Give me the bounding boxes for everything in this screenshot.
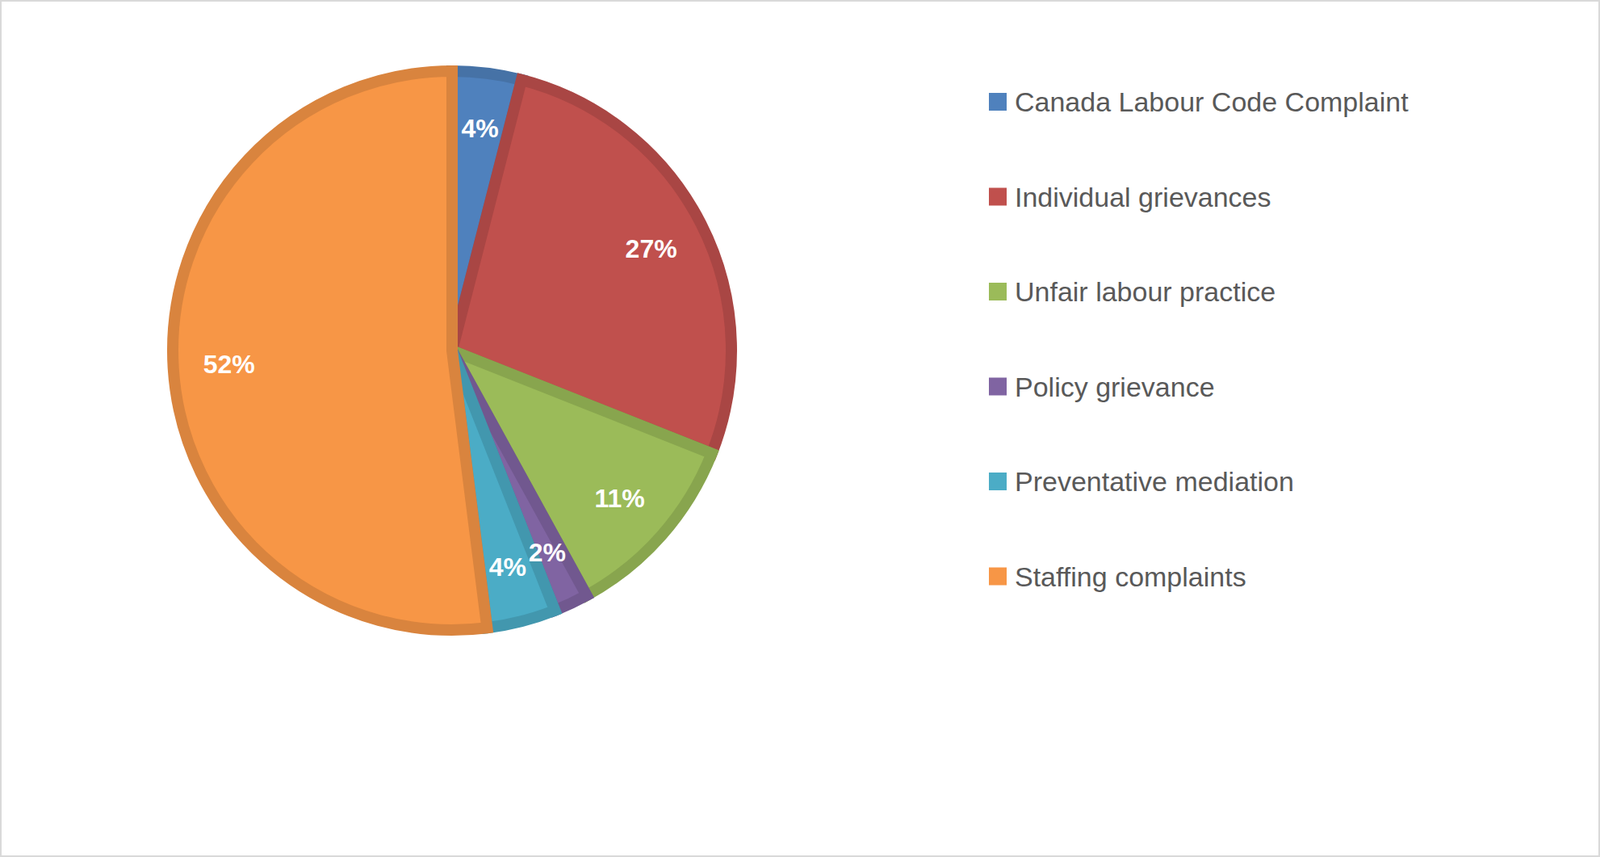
legend: Canada Labour Code Complaint Individual g… [988, 86, 1409, 592]
legend-label: Staffing complaints [1014, 561, 1247, 592]
data-label: 11% [594, 483, 645, 513]
legend-label: Unfair labour practice [1014, 276, 1276, 307]
legend-swatch [988, 567, 1007, 586]
data-label: 4% [489, 552, 527, 582]
legend-label: Policy grievance [1014, 371, 1215, 403]
data-label: 52% [203, 349, 256, 379]
legend-swatch [988, 377, 1007, 396]
pie-slice [172, 71, 487, 630]
chart-frame [0, 0, 1600, 856]
data-label: 4% [461, 113, 499, 143]
chart: 4%27%11%2%4%52%Canada Labour Code Compla… [0, 0, 1600, 857]
legend-swatch [988, 472, 1007, 491]
legend-label: Individual grievances [1014, 181, 1272, 213]
data-label: 2% [528, 537, 566, 567]
legend-label: Preventative mediation [1014, 465, 1295, 497]
data-labels: 4%27%11%2%4%52% [203, 113, 678, 582]
data-label: 27% [625, 234, 678, 264]
slices [172, 71, 732, 630]
legend-swatch [988, 282, 1007, 301]
legend-swatch [988, 188, 1007, 206]
legend-swatch [988, 92, 1007, 111]
legend-label: Canada Labour Code Complaint [1014, 86, 1409, 118]
